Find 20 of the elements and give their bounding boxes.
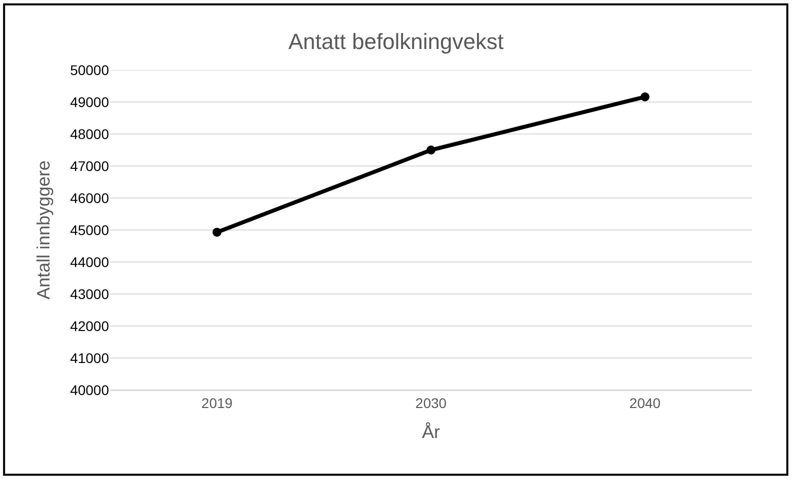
x-axis-title: År (422, 422, 440, 442)
y-tick-label: 43000 (70, 286, 110, 302)
y-tick-label: 41000 (70, 350, 110, 366)
y-tick-label: 40000 (70, 382, 110, 398)
point (426, 146, 436, 154)
y-tick-label: 46000 (70, 190, 110, 206)
y-tick-label: 47000 (70, 158, 110, 174)
chart-title: Antatt befolkningvekst (288, 29, 504, 54)
y-tick-label: 42000 (70, 318, 110, 334)
y-tick-label: 49000 (70, 94, 110, 110)
x-tick-label: 2019 (201, 394, 233, 411)
y-tick-label: 44000 (70, 254, 110, 270)
y-tick-label: 45000 (70, 222, 110, 238)
point (640, 92, 650, 102)
x-tick-label: 2040 (629, 394, 661, 411)
y-tick-label: 48000 (70, 126, 110, 142)
point (212, 228, 222, 237)
x-tick-label: 2030 (415, 394, 447, 411)
y-tick-label: 50000 (70, 62, 110, 78)
y-axis-title: Antall innbyggere (33, 160, 54, 300)
